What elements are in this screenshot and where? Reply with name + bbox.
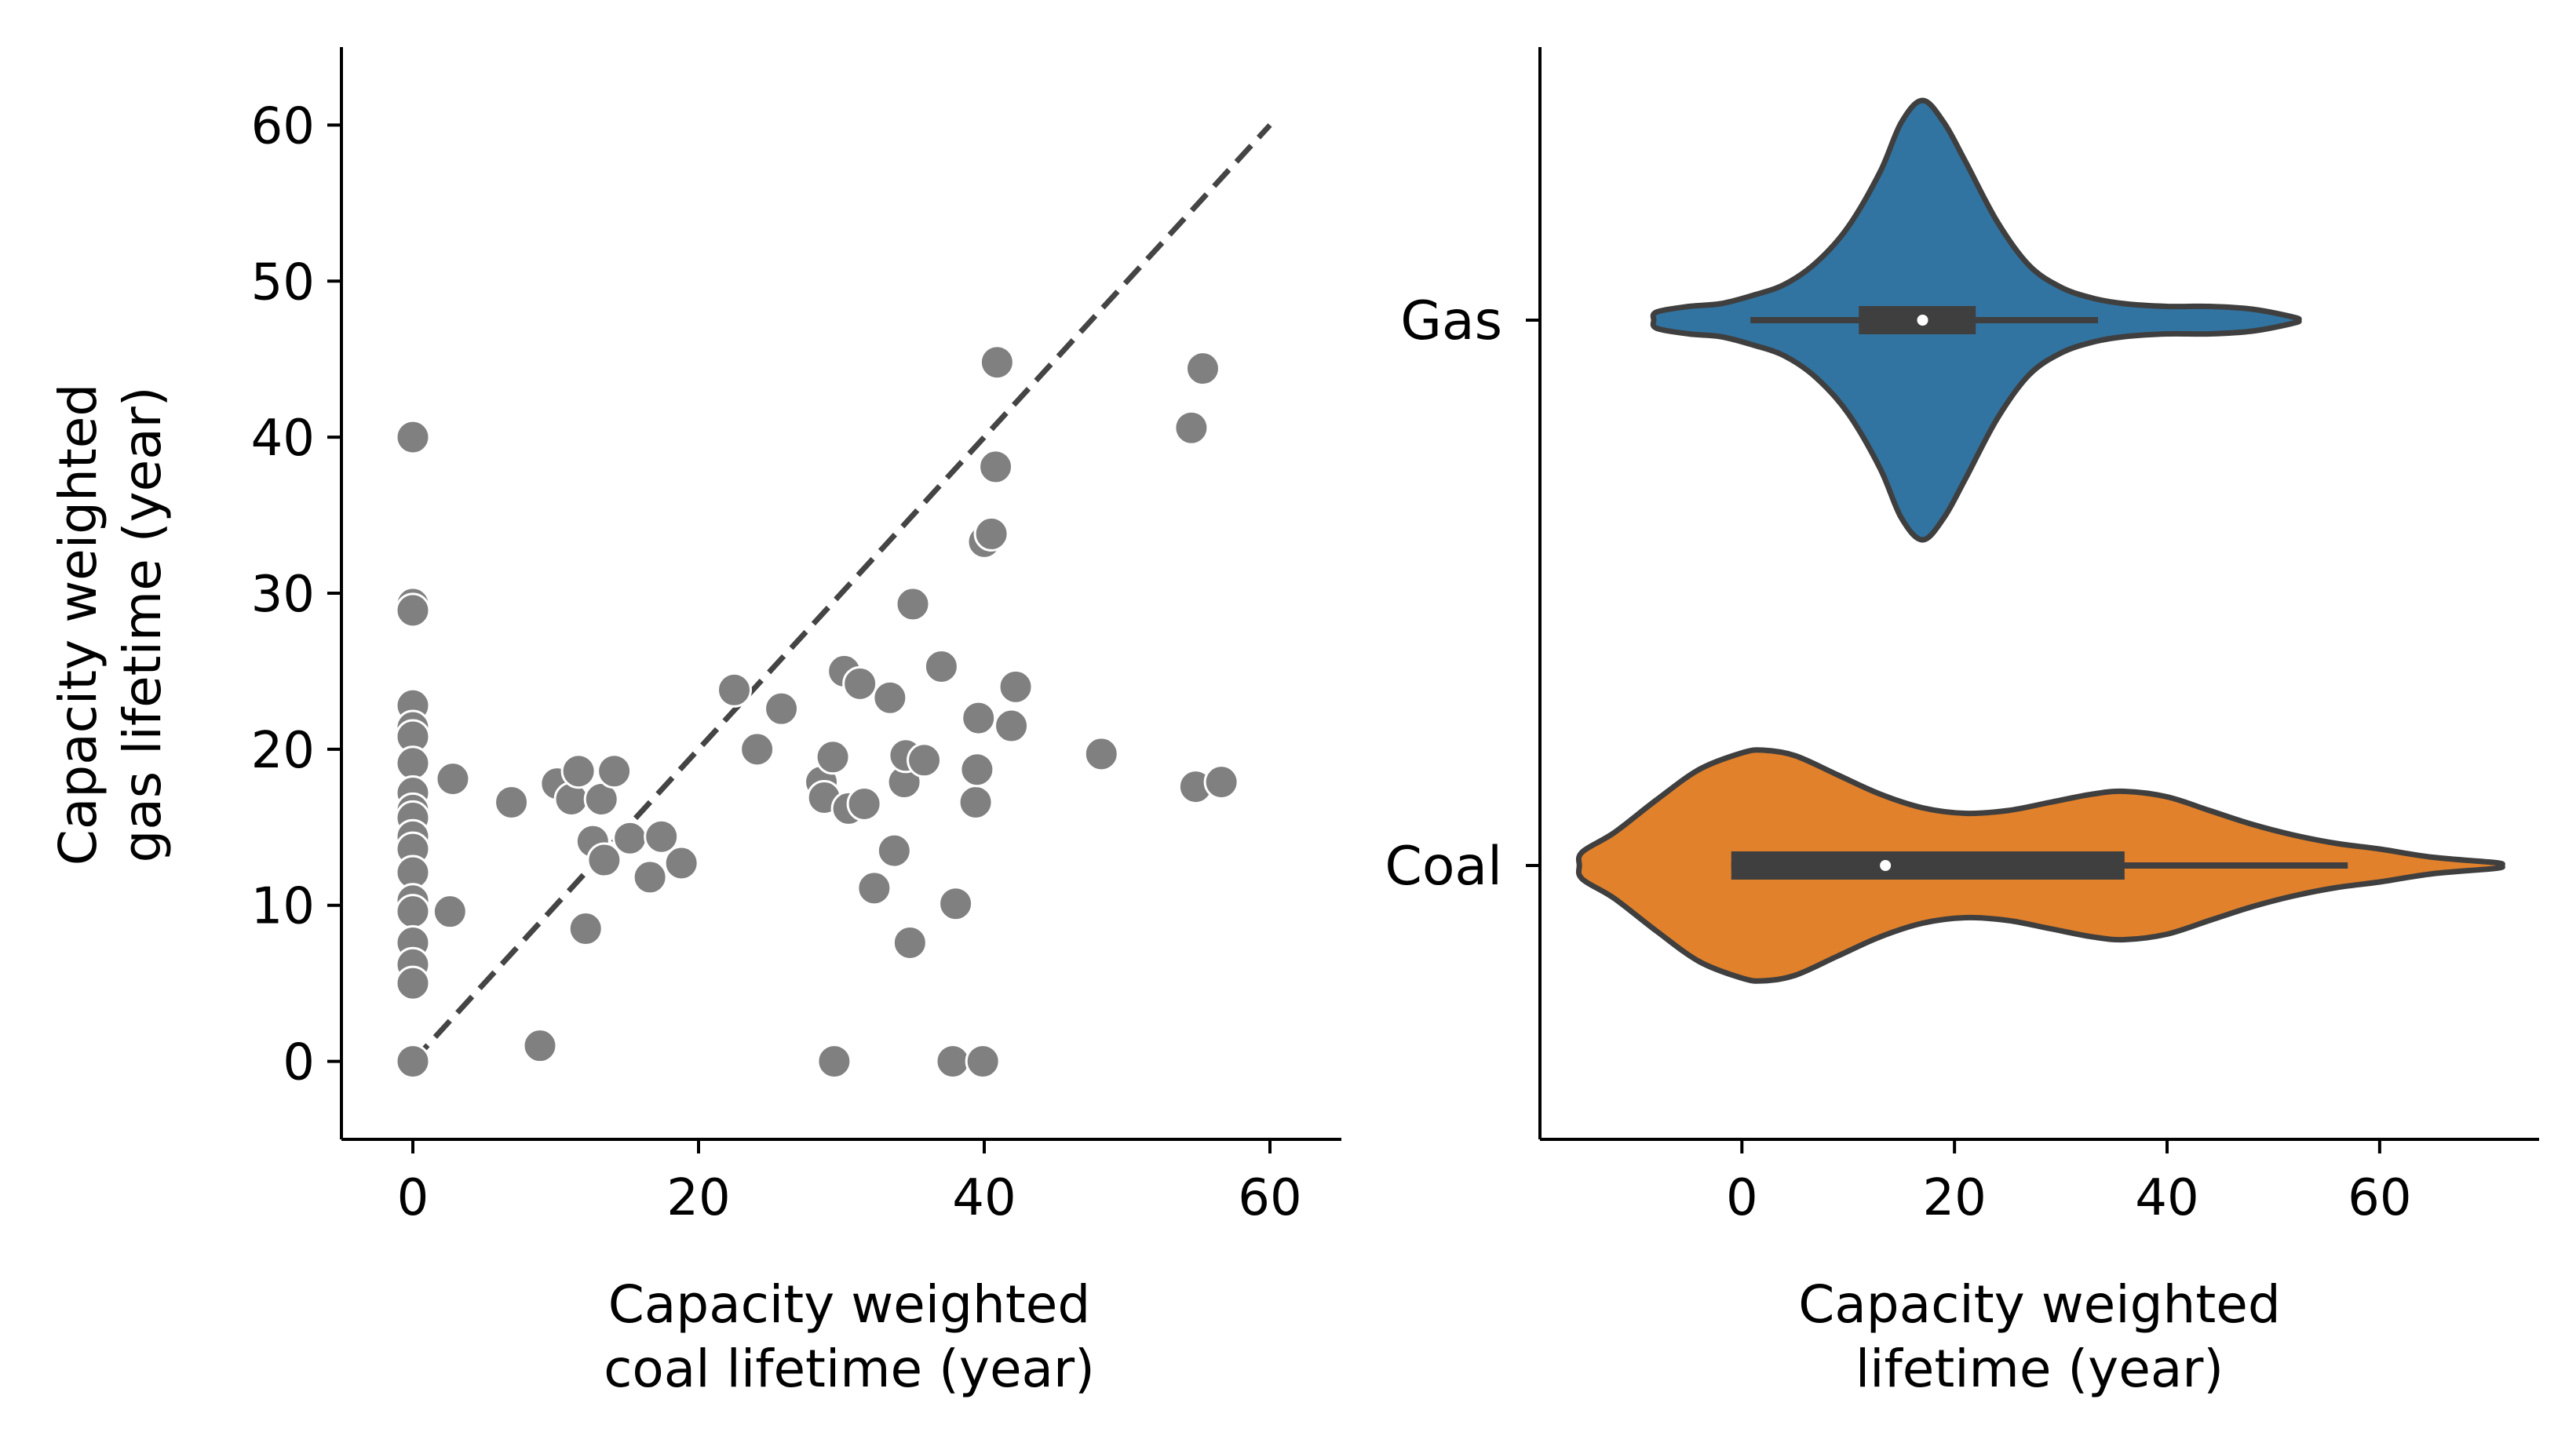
scatter-point: [764, 691, 800, 727]
violin-x-tick-label: 40: [2135, 1169, 2198, 1227]
scatter-point: [644, 818, 680, 855]
scatter-point: [632, 859, 668, 895]
scatter-point: [973, 516, 1009, 552]
violin-panel: 0 20 40 60 Gas Coal Capacity weighted lifetime …: [1385, 47, 2539, 1399]
scatter-point: [717, 672, 752, 708]
scatter-point: [998, 669, 1034, 705]
scatter-point: [938, 886, 974, 922]
scatter-point: [560, 753, 597, 789]
scatter-point: [663, 845, 699, 881]
scatter-point: [923, 648, 959, 684]
scatter-point: [432, 894, 468, 930]
scatter-point: [994, 708, 1030, 744]
scatter-panel: 0 20 40 60 0 10 20 30 40 50 60 Capacity weighted coa…: [48, 47, 1341, 1399]
violin-x-tick-label: 0: [1726, 1169, 1758, 1227]
scatter-x-tick-label: 0: [397, 1169, 429, 1227]
scatter-point: [842, 665, 878, 701]
scatter-point: [978, 449, 1014, 485]
scatter-point: [395, 419, 431, 455]
identity-reference-line: [410, 123, 1272, 1063]
scatter-point: [965, 1044, 1001, 1080]
scatter-point: [872, 680, 908, 716]
violin-coal-iqr-box: [1731, 851, 2125, 880]
violin-x-axis-title: Capacity weighted lifetime (year): [1798, 1274, 2280, 1399]
violin-gas-median: [1917, 315, 1928, 326]
scatter-point: [958, 784, 994, 820]
scatter-point: [435, 761, 471, 797]
scatter-y-tick-label: 50: [251, 253, 315, 312]
scatter-y-tick-label: 0: [283, 1034, 315, 1092]
scatter-y-axis-title: Capacity weightedgas lifetime (year): [48, 384, 173, 865]
scatter-point: [895, 586, 931, 622]
scatter-x-tick-label: 60: [1238, 1169, 1301, 1227]
violin-x-tick-label: 60: [2348, 1169, 2411, 1227]
scatter-point: [395, 1044, 431, 1080]
scatter-point: [856, 870, 892, 906]
scatter-x-axis-title: Capacity weighted coal lifetime (year): [604, 1274, 1095, 1399]
scatter-point: [395, 894, 431, 930]
scatter-point: [979, 344, 1015, 381]
scatter-point: [395, 592, 431, 629]
violin-category-label: Coal: [1385, 836, 1502, 898]
scatter-point: [1184, 351, 1220, 387]
scatter-point: [961, 700, 997, 736]
scatter-point: [1203, 764, 1239, 800]
violin-coal-median: [1880, 860, 1892, 871]
scatter-point: [935, 1044, 971, 1080]
scatter-point: [597, 753, 633, 789]
scatter-point: [612, 820, 648, 856]
scatter-point: [892, 924, 928, 960]
scatter-point: [739, 731, 775, 767]
scatter-point: [1083, 736, 1119, 772]
scatter-point: [395, 965, 431, 1001]
scatter-y-tick-label: 30: [251, 566, 315, 624]
scatter-point: [1173, 410, 1210, 446]
scatter-point: [567, 911, 604, 947]
scatter-point: [959, 752, 995, 788]
scatter-y-tick-label: 40: [251, 410, 315, 468]
scatter-point: [586, 842, 622, 878]
scatter-point: [395, 745, 431, 782]
violin-x-tick-label: 20: [1922, 1169, 1986, 1227]
violin-category-label: Gas: [1400, 290, 1502, 352]
scatter-point: [907, 742, 943, 778]
scatter-y-tick-label: 10: [251, 878, 315, 936]
scatter-point: [876, 833, 912, 869]
scatter-y-tick-label: 60: [251, 97, 315, 155]
scatter-y-tick-label: 20: [251, 722, 315, 780]
scatter-point: [494, 784, 530, 820]
scatter-x-tick-label: 20: [666, 1169, 730, 1227]
scatter-point: [816, 1044, 852, 1080]
scatter-point: [815, 739, 851, 775]
scatter-point: [846, 785, 882, 822]
scatter-point: [522, 1028, 558, 1064]
scatter-x-tick-label: 40: [952, 1169, 1016, 1227]
